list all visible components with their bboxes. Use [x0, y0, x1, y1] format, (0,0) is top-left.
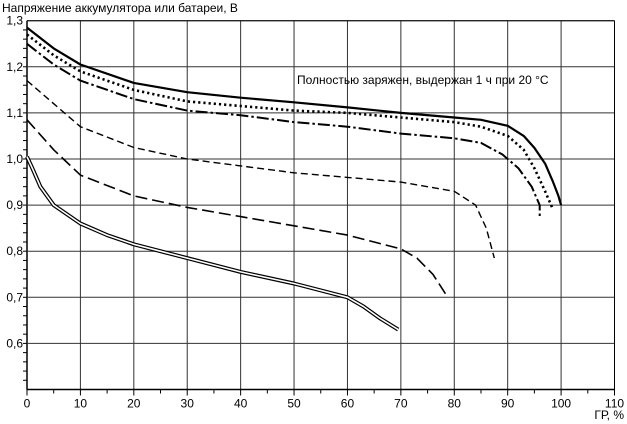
series-1-line	[26, 33, 555, 211]
y-tick-label: 0,8	[6, 244, 23, 258]
series-5-line-outer	[25, 155, 400, 332]
series-5-line-inner	[26, 156, 399, 331]
axis-ticks: 0 10 20 30 40 50 60 70 80 90 100 110 0,6 0,7 0,8 0,9 1,0…	[6, 14, 624, 411]
x-tick-label: 90	[501, 397, 515, 411]
x-tick-label: 10	[74, 397, 88, 411]
y-tick-label: 0,9	[6, 198, 23, 212]
x-tick-label: 110	[605, 397, 624, 411]
series-2-line	[26, 43, 541, 219]
x-tick-label: 80	[448, 397, 462, 411]
y-axis-label: Напряжение аккумулятора или батареи, В	[2, 1, 238, 15]
y-tick-label: 1,0	[6, 152, 23, 166]
y-tick-label: 1,3	[6, 14, 23, 28]
x-tick-label: 50	[287, 397, 301, 411]
x-tick-label: 0	[24, 397, 31, 411]
y-tick-label: 1,2	[6, 60, 23, 74]
y-tick-label: 0,6	[6, 336, 23, 350]
x-tick-label: 60	[341, 397, 355, 411]
y-tick-label: 1,1	[6, 106, 23, 120]
series-4-line	[26, 119, 447, 296]
annotation: Полностью заряжен, выдержан 1 ч при 20 °…	[297, 73, 549, 87]
y-tick-label: 0,7	[6, 290, 23, 304]
series-0-line	[26, 26, 563, 206]
x-tick-label: 70	[394, 397, 408, 411]
grid	[26, 20, 615, 391]
x-tick-label: 20	[127, 397, 141, 411]
x-axis-label: ГР, %	[594, 408, 624, 422]
series-lines	[25, 26, 563, 332]
x-tick-label: 30	[181, 397, 195, 411]
series-3-line	[26, 80, 495, 259]
x-tick-label: 100	[551, 397, 571, 411]
x-tick-label: 40	[234, 397, 248, 411]
